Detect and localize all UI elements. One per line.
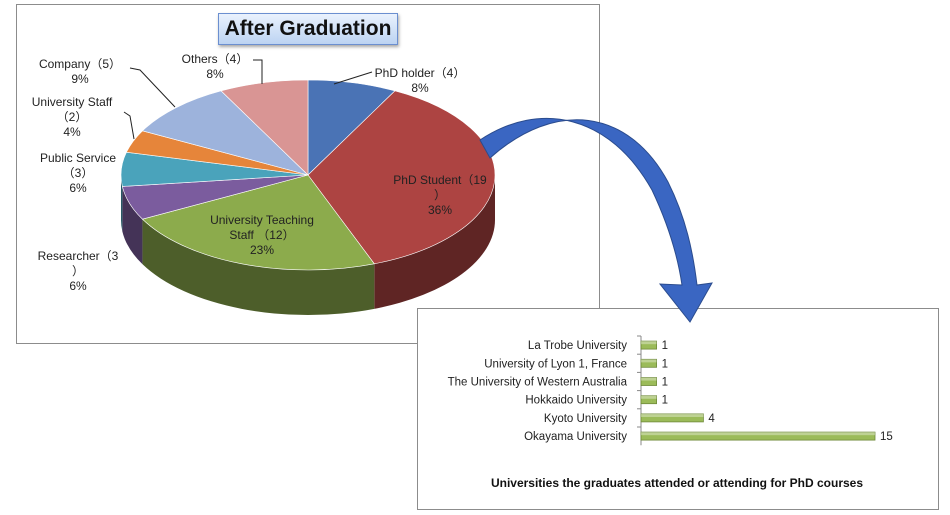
pie-percent-university_staff: 4%	[63, 125, 81, 139]
pie-label-university_staff: University Staff	[32, 95, 113, 109]
bar	[640, 413, 704, 423]
leader-line-university_staff	[123, 111, 135, 140]
pie-percent-others: 8%	[206, 67, 224, 81]
bar-category-label: Hokkaido University	[525, 395, 627, 407]
pie-percent-phd_holder: 8%	[411, 81, 429, 95]
pie-percent-company: 9%	[71, 72, 89, 86]
bar-highlight	[641, 432, 875, 436]
pie-labels: PhD holder（4）8%PhD Student（19）36%Univers…	[32, 52, 487, 293]
leader-line-company	[129, 67, 176, 108]
bar-value-label: 4	[708, 413, 715, 425]
bar-value-label: 1	[662, 377, 668, 389]
pie-chart-title: After Graduation	[218, 13, 398, 45]
pie-label-university_staff: （2）	[57, 110, 88, 124]
pie-slice-others	[220, 79, 309, 176]
bar-highlight	[641, 359, 657, 363]
bar-value-label: 1	[662, 395, 668, 407]
pie-label-company: Company（5）	[39, 57, 121, 71]
pie-label-phd_student: PhD Student（19	[393, 173, 487, 187]
bar-highlight	[641, 341, 657, 345]
bar-chart-panel	[417, 308, 939, 510]
bar-category-label: Okayama University	[524, 431, 627, 443]
connector-arrow	[479, 117, 713, 323]
pie-percent-public_service: 6%	[69, 181, 87, 195]
pie-label-researcher: ）	[72, 264, 84, 278]
bar-chart-title: Universities the graduates attended or a…	[490, 476, 864, 490]
bar-value-label: 15	[880, 431, 893, 443]
bar-chart: La Trobe University 1 University of Lyon 1…	[448, 335, 893, 446]
bar-category-label: Kyoto University	[544, 413, 627, 425]
bar-category-label: La Trobe University	[528, 340, 627, 352]
pie-side-university_teaching_staff	[142, 219, 375, 315]
pie-side-researcher	[122, 186, 143, 265]
bar	[640, 340, 658, 350]
pie-sides	[121, 175, 495, 315]
bar	[640, 395, 658, 405]
leader-line-phd_holder	[333, 71, 373, 85]
pie-label-others: Others（4）	[182, 52, 249, 66]
pie-label-university_teaching_staff: Staff （12）	[229, 228, 294, 242]
pie-label-researcher: Researcher（3	[38, 249, 119, 263]
bar-highlight	[641, 413, 704, 417]
bar-value-label: 1	[662, 358, 668, 370]
bar-value-label: 1	[662, 340, 668, 352]
bar	[640, 431, 876, 441]
pie-slice-phd_student	[307, 90, 496, 265]
pie-slice-company	[141, 90, 310, 176]
pie-label-phd_student: ）	[434, 188, 446, 202]
bar	[640, 358, 658, 368]
pie-side-public_service	[121, 175, 123, 232]
pie-slice-university_teaching_staff	[141, 174, 375, 271]
pie-percent-researcher: 6%	[69, 279, 87, 293]
bar-category-label: The University of Western Australia	[448, 377, 628, 389]
pie-side-phd_student	[374, 175, 495, 309]
pie-percent-university_teaching_staff: 23%	[250, 243, 274, 257]
curved-arrow-icon	[479, 117, 713, 323]
pie-slices	[120, 79, 496, 271]
pie-percent-phd_student: 36%	[428, 203, 452, 217]
pie-label-phd_holder: PhD holder（4）	[375, 66, 466, 80]
bar-highlight	[641, 377, 657, 381]
pie-label-public_service: （3）	[63, 166, 94, 180]
pie-label-public_service: Public Service	[40, 151, 116, 165]
leader-line-others	[253, 59, 263, 84]
bar	[640, 377, 658, 386]
bar-highlight	[641, 395, 657, 399]
bar-category-label: University of Lyon 1, France	[484, 358, 627, 370]
pie-label-university_teaching_staff: University Teaching	[210, 213, 314, 227]
